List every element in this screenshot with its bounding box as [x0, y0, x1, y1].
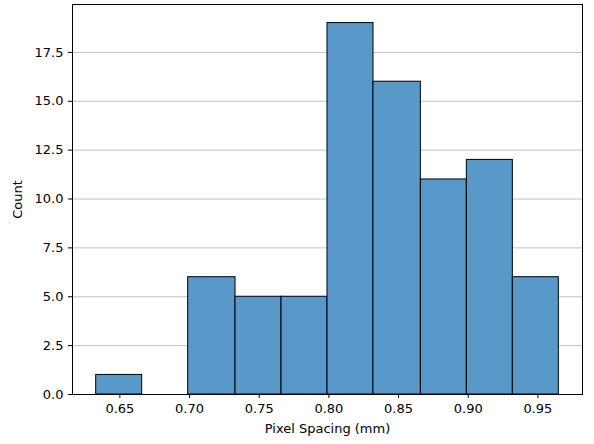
svg-text:15.0: 15.0	[35, 93, 64, 108]
svg-text:5.0: 5.0	[43, 289, 64, 304]
svg-text:0.80: 0.80	[314, 401, 343, 416]
svg-text:0.95: 0.95	[523, 401, 552, 416]
svg-text:0.0: 0.0	[43, 387, 64, 402]
svg-text:0.85: 0.85	[384, 401, 413, 416]
svg-text:12.5: 12.5	[35, 142, 64, 157]
svg-text:2.5: 2.5	[43, 338, 64, 353]
svg-text:0.90: 0.90	[454, 401, 483, 416]
svg-text:7.5: 7.5	[43, 240, 64, 255]
svg-text:0.70: 0.70	[175, 401, 204, 416]
svg-text:0.65: 0.65	[105, 401, 134, 416]
svg-text:0.75: 0.75	[245, 401, 274, 416]
svg-text:10.0: 10.0	[35, 191, 64, 206]
svg-text:Count: Count	[10, 180, 25, 219]
svg-text:17.5: 17.5	[35, 45, 64, 60]
svg-text:Pixel Spacing (mm): Pixel Spacing (mm)	[265, 421, 391, 436]
